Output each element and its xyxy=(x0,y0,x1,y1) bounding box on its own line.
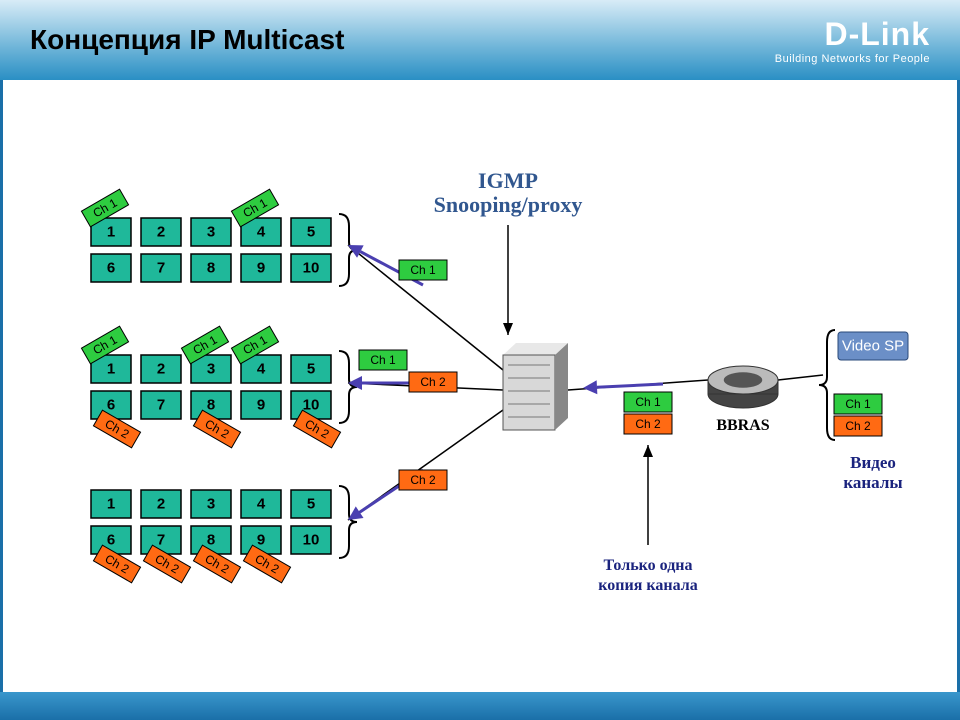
bbras-ring xyxy=(724,372,763,387)
bbras-label: BBRAS xyxy=(716,417,769,434)
port-number: 5 xyxy=(307,361,315,378)
port-number: 6 xyxy=(107,397,115,414)
port-number: 3 xyxy=(207,224,215,241)
footer-bar xyxy=(0,692,960,720)
video-sp-label: Video SP xyxy=(842,338,904,355)
video-channels-label: Видео xyxy=(850,453,896,472)
port-number: 9 xyxy=(257,260,265,277)
port-number: 4 xyxy=(257,224,266,241)
port-number: 8 xyxy=(207,397,215,414)
port-number: 7 xyxy=(157,397,165,414)
channel-tag-text: Ch 2 xyxy=(845,419,871,433)
diagram-canvas: Video SP 1 2 3 4 5 6 7 8 9 10 1 2 3 4 5 6 7 8 9 10 1 2 3 4 5 6 7 8 9… xyxy=(3,80,957,692)
channel-tag-text: Ch 1 xyxy=(845,397,871,411)
port-number: 3 xyxy=(207,496,215,513)
port-number: 8 xyxy=(207,260,215,277)
port-number: 2 xyxy=(157,361,165,378)
port-number: 9 xyxy=(257,397,265,414)
channel-tag-text: Ch 2 xyxy=(420,375,446,389)
copy-label: Только одна xyxy=(603,557,692,574)
switch-side xyxy=(555,343,568,430)
video-channels-label: каналы xyxy=(843,473,902,492)
port-number: 7 xyxy=(157,260,165,277)
label-arrowhead xyxy=(503,323,513,335)
copy-label: копия канала xyxy=(598,577,697,594)
channel-tag-text: Ch 1 xyxy=(370,353,396,367)
label-arrowhead xyxy=(643,445,653,457)
port-number: 1 xyxy=(107,361,115,378)
port-number: 2 xyxy=(157,496,165,513)
port-number: 10 xyxy=(303,532,320,549)
port-number: 6 xyxy=(107,532,115,549)
port-number: 9 xyxy=(257,532,265,549)
video-brace xyxy=(819,330,835,440)
port-number: 2 xyxy=(157,224,165,241)
channel-tag-text: Ch 1 xyxy=(410,263,436,277)
port-number: 8 xyxy=(207,532,215,549)
port-number: 3 xyxy=(207,361,215,378)
brand-logo: D-Link Building Networks for People xyxy=(775,16,930,65)
port-number: 4 xyxy=(257,496,266,513)
port-number: 5 xyxy=(307,224,315,241)
port-number: 1 xyxy=(107,496,115,513)
port-number: 10 xyxy=(303,397,320,414)
logo-tagline: Building Networks for People xyxy=(775,53,930,65)
port-number: 10 xyxy=(303,260,320,277)
logo-main: D-Link xyxy=(775,16,930,53)
link-line xyxy=(778,375,823,380)
channel-tag-text: Ch 1 xyxy=(635,395,661,409)
port-number: 5 xyxy=(307,496,315,513)
igmp-label: Snooping/proxy xyxy=(434,192,583,217)
port-number: 7 xyxy=(157,532,165,549)
channel-tag-text: Ch 2 xyxy=(635,417,661,431)
channel-tag-text: Ch 2 xyxy=(410,473,436,487)
switch-device xyxy=(503,355,555,430)
port-number: 6 xyxy=(107,260,115,277)
port-number: 4 xyxy=(257,361,266,378)
group-brace xyxy=(339,486,357,558)
diagram-content: Video SP 1 2 3 4 5 6 7 8 9 10 1 2 3 4 5 6 7 8 9 10 1 2 3 4 5 6 7 8 9… xyxy=(0,80,960,695)
igmp-label: IGMP xyxy=(478,168,538,193)
page-title: Концепция IP Multicast xyxy=(30,24,344,56)
group-brace xyxy=(339,351,357,423)
port-number: 1 xyxy=(107,224,115,241)
